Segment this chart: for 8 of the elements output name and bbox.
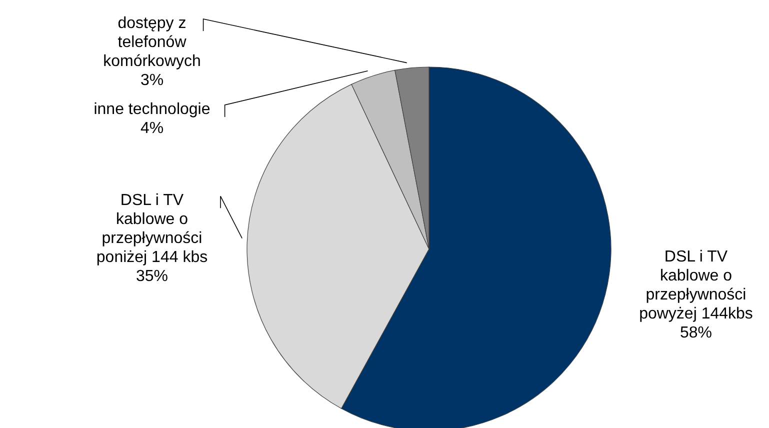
data-label: 3% [140, 72, 164, 89]
data-label: 58% [680, 324, 712, 342]
data-label: 35% [136, 268, 168, 286]
slice-label: dostępy z telefonów komórkowych [103, 15, 201, 70]
data-label: 4% [140, 120, 164, 137]
slice-label: DSL i TV kablowe o przepływności poniżej 144 kbs [96, 192, 208, 266]
slice-label: DSL i TV kablowe o przepływności powyżej 144kbs [639, 248, 753, 323]
slice-label: inne technologie [94, 101, 210, 118]
